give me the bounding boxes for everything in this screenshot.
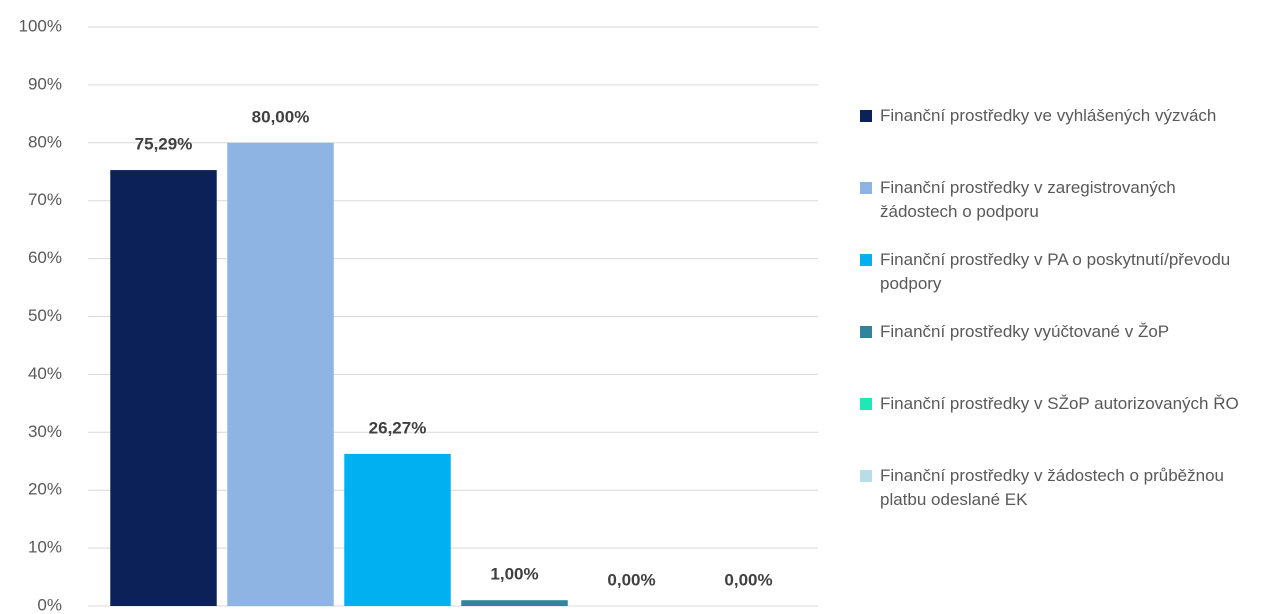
y-tick-label: 50% bbox=[28, 306, 62, 325]
legend-label: Finanční prostředky v SŽoP autorizovanýc… bbox=[880, 394, 1239, 413]
y-tick-label: 10% bbox=[28, 538, 62, 557]
y-tick-label: 60% bbox=[28, 248, 62, 267]
legend-swatch bbox=[860, 398, 872, 410]
legend-item: Finanční prostředky ve vyhlášených výzvá… bbox=[860, 104, 1250, 176]
legend-label: Finanční prostředky v PA o poskytnutí/př… bbox=[880, 250, 1231, 293]
y-tick-label: 100% bbox=[19, 16, 62, 35]
data-label: 80,00% bbox=[252, 107, 310, 126]
legend-label: Finanční prostředky v zaregistrovaných ž… bbox=[880, 178, 1176, 221]
legend-item: Finanční prostředky vyúčtované v ŽoP bbox=[860, 320, 1250, 392]
legend-item: Finanční prostředky v SŽoP autorizovanýc… bbox=[860, 392, 1250, 464]
y-tick-label: 40% bbox=[28, 364, 62, 383]
legend-item: Finanční prostředky v zaregistrovaných ž… bbox=[860, 176, 1250, 248]
legend-label: Finanční prostředky vyúčtované v ŽoP bbox=[880, 322, 1170, 341]
y-tick-label: 80% bbox=[28, 132, 62, 151]
y-tick-label: 20% bbox=[28, 480, 62, 499]
y-tick-label: 0% bbox=[37, 595, 62, 614]
legend-swatch bbox=[860, 326, 872, 338]
legend-item: Finanční prostředky v žádostech o průběž… bbox=[860, 464, 1250, 536]
data-label: 75,29% bbox=[135, 135, 193, 154]
bar bbox=[110, 170, 217, 606]
legend-swatch bbox=[860, 254, 872, 266]
legend-swatch bbox=[860, 182, 872, 194]
y-tick-label: 90% bbox=[28, 74, 62, 93]
bar bbox=[344, 453, 451, 606]
legend-label: Finanční prostředky ve vyhlášených výzvá… bbox=[880, 106, 1217, 125]
data-label: 1,00% bbox=[490, 565, 538, 584]
bar bbox=[461, 600, 568, 606]
legend-item: Finanční prostředky v PA o poskytnutí/př… bbox=[860, 248, 1250, 320]
bar bbox=[227, 142, 334, 607]
legend-swatch bbox=[860, 110, 872, 122]
y-tick-label: 70% bbox=[28, 190, 62, 209]
data-label: 26,27% bbox=[369, 418, 427, 437]
y-tick-label: 30% bbox=[28, 422, 62, 441]
legend-label: Finanční prostředky v žádostech o průběž… bbox=[880, 466, 1224, 509]
data-label: 0,00% bbox=[607, 570, 655, 589]
legend-swatch bbox=[860, 470, 872, 482]
legend: Finanční prostředky ve vyhlášených výzvá… bbox=[860, 104, 1250, 536]
data-label: 0,00% bbox=[724, 570, 772, 589]
